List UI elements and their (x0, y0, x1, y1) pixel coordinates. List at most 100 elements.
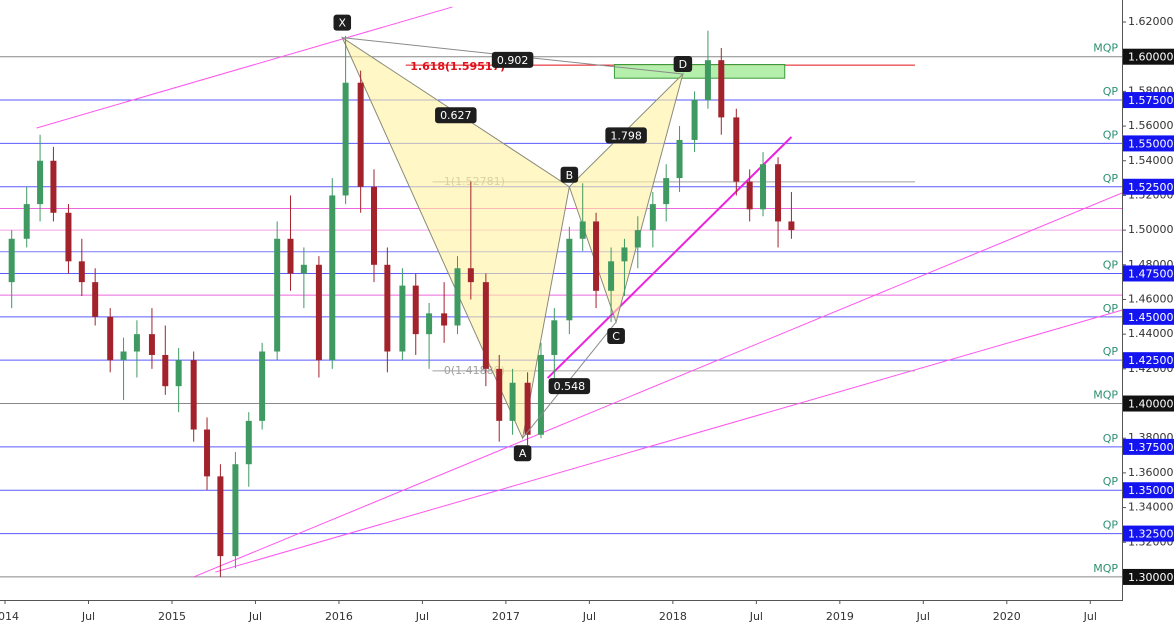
level-price-box (1123, 395, 1174, 412)
level-price-box (1123, 92, 1174, 109)
level-price-label: 1.32500 (1128, 528, 1174, 541)
candle-body (399, 285, 406, 352)
plot-area: MQP QP QP QP QP QP QP MQP QP QP QP MQP 1.618(1.59517… (0, 6, 1122, 578)
level-price-box (1123, 308, 1174, 325)
ratio-label: 0.627 (440, 109, 472, 122)
candle-body (8, 238, 15, 283)
level-tag: MQP (1093, 389, 1118, 402)
candle-body (634, 230, 641, 248)
candle-body (342, 82, 349, 196)
candle-body (162, 354, 169, 387)
candle-body (467, 268, 474, 283)
candle-body (315, 264, 322, 361)
candle-body (148, 334, 155, 355)
candle-body (593, 221, 600, 291)
candle-body (551, 320, 558, 355)
x-tick-label: Jul (248, 610, 262, 623)
x-tick-label: 2018 (659, 610, 687, 623)
candle-body (537, 354, 544, 435)
candle-body (718, 60, 725, 118)
level-tag: QP (1103, 85, 1119, 98)
trendline (193, 192, 1122, 578)
y-tick-label: 1.50000 (1128, 223, 1174, 236)
candle-body (50, 160, 57, 213)
candle-body (384, 264, 391, 352)
target-zone (613, 64, 786, 79)
candle-body (454, 268, 461, 326)
candle-body (704, 60, 711, 101)
ratio-label: 1.798 (610, 129, 642, 142)
candle-body (412, 285, 419, 335)
level-price-label: 1.35000 (1128, 484, 1174, 497)
candle-body (426, 313, 433, 335)
candle-body (107, 316, 114, 361)
y-tick-label: 1.36000 (1128, 466, 1174, 479)
candle-body (621, 247, 628, 262)
candle-body (204, 429, 211, 477)
candle-body (733, 117, 740, 182)
candle-body (217, 476, 224, 557)
time-axis-bg (0, 600, 1122, 630)
x-tick-label: 2016 (325, 610, 353, 623)
x-tick-label: Jul (415, 610, 429, 623)
ratio-label-box (491, 51, 534, 68)
level-price-label: 1.55000 (1128, 137, 1174, 150)
candle-body (788, 221, 795, 231)
level-tag: QP (1103, 258, 1119, 271)
candle-body (608, 261, 615, 291)
y-tick-label: 1.56000 (1128, 119, 1174, 132)
candle-body (775, 164, 782, 222)
candle-body (329, 195, 336, 361)
candle-body (691, 100, 698, 140)
level-tag: QP (1103, 432, 1119, 445)
x-tick-label: 2019 (826, 610, 854, 623)
candle-body (524, 382, 531, 435)
x-tick-label: Jul (582, 610, 596, 623)
candle-body (23, 204, 30, 239)
ratio-label: 0.902 (497, 54, 529, 67)
x-tick-label: Jul (81, 610, 95, 623)
candle-body (676, 139, 683, 179)
pattern-point-label-box (560, 166, 579, 183)
pattern-point-label-box (607, 328, 625, 345)
pattern-point-label-box (513, 445, 532, 462)
level-price-box (1123, 525, 1174, 542)
trendline (36, 6, 453, 129)
x-tick-label: Jul (916, 610, 930, 623)
level-price-box (1123, 265, 1174, 282)
level-tag: QP (1103, 475, 1119, 488)
level-tag: MQP (1093, 562, 1118, 575)
pattern-point-label-box (673, 56, 693, 73)
level-tag: QP (1103, 519, 1119, 532)
candle-body (357, 82, 364, 187)
candle-body (566, 238, 573, 321)
candle-body (371, 186, 377, 265)
x-tick-label: Jul (1083, 610, 1097, 623)
pattern-point-label: D (679, 58, 687, 71)
candle-body (760, 164, 767, 210)
y-tick-label: 1.54000 (1128, 154, 1174, 167)
candle-body (190, 360, 197, 430)
candle-body (259, 351, 266, 421)
pattern-point-label: X (339, 17, 347, 30)
y-tick-label: 1.46000 (1128, 292, 1174, 305)
candle-body (133, 334, 140, 352)
candle-body (300, 264, 307, 274)
ratio-label-box (605, 127, 647, 144)
level-price-label: 1.37500 (1128, 441, 1174, 454)
level-price-box (1123, 178, 1174, 195)
y-tick-label: 1.44000 (1128, 327, 1174, 340)
level-price-box (1123, 438, 1174, 455)
candle-body (509, 382, 516, 421)
pattern-point-label-box (333, 14, 352, 31)
candle-body (649, 204, 656, 231)
level-price-label: 1.42500 (1128, 354, 1174, 367)
x-tick-label: 2015 (158, 610, 186, 623)
pattern-point-label: A (519, 447, 527, 460)
level-price-box (1123, 482, 1174, 499)
candle-body (232, 464, 239, 557)
candle-body (245, 420, 252, 465)
